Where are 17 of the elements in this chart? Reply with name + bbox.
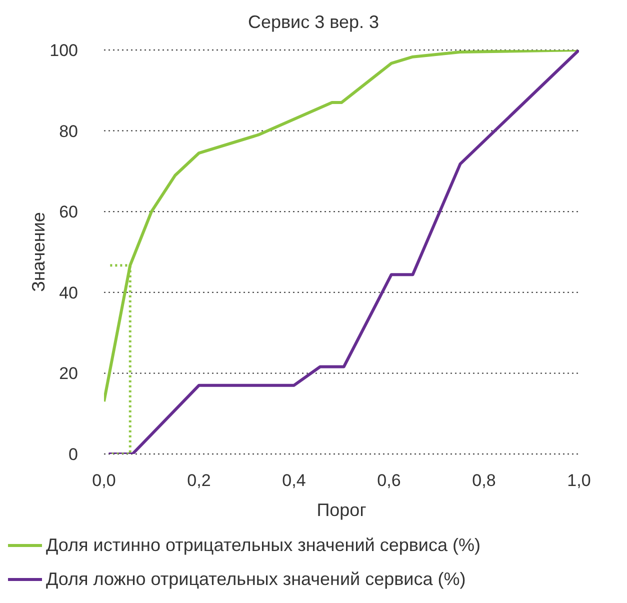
legend-label: Доля истинно отрицательных значений сервиса (%): [46, 534, 480, 557]
chart-title: Сервис 3 вер. 3: [246, 11, 380, 34]
legend-label: Доля ложно отрицательных значений сервиса (%): [46, 568, 466, 591]
x-tick-label: 0,8: [472, 471, 496, 490]
y-tick-label: 80: [59, 122, 78, 141]
y-tick-label: 40: [59, 283, 78, 302]
y-tick-label: 60: [59, 202, 78, 222]
x-tick-label: 1,0: [567, 471, 591, 490]
y-tick-label: 20: [59, 364, 78, 384]
y-axis-title: Значение: [28, 212, 48, 292]
y-tick-label: 0: [68, 445, 78, 464]
x-tick-label: 0,6: [377, 471, 401, 490]
x-tick-label: 0,2: [187, 471, 211, 490]
x-axis-title: Порог: [316, 500, 367, 520]
x-tick-label: 0,0: [92, 471, 116, 490]
x-tick-label: 0,4: [282, 471, 306, 490]
y-tick-label: 100: [50, 41, 78, 60]
